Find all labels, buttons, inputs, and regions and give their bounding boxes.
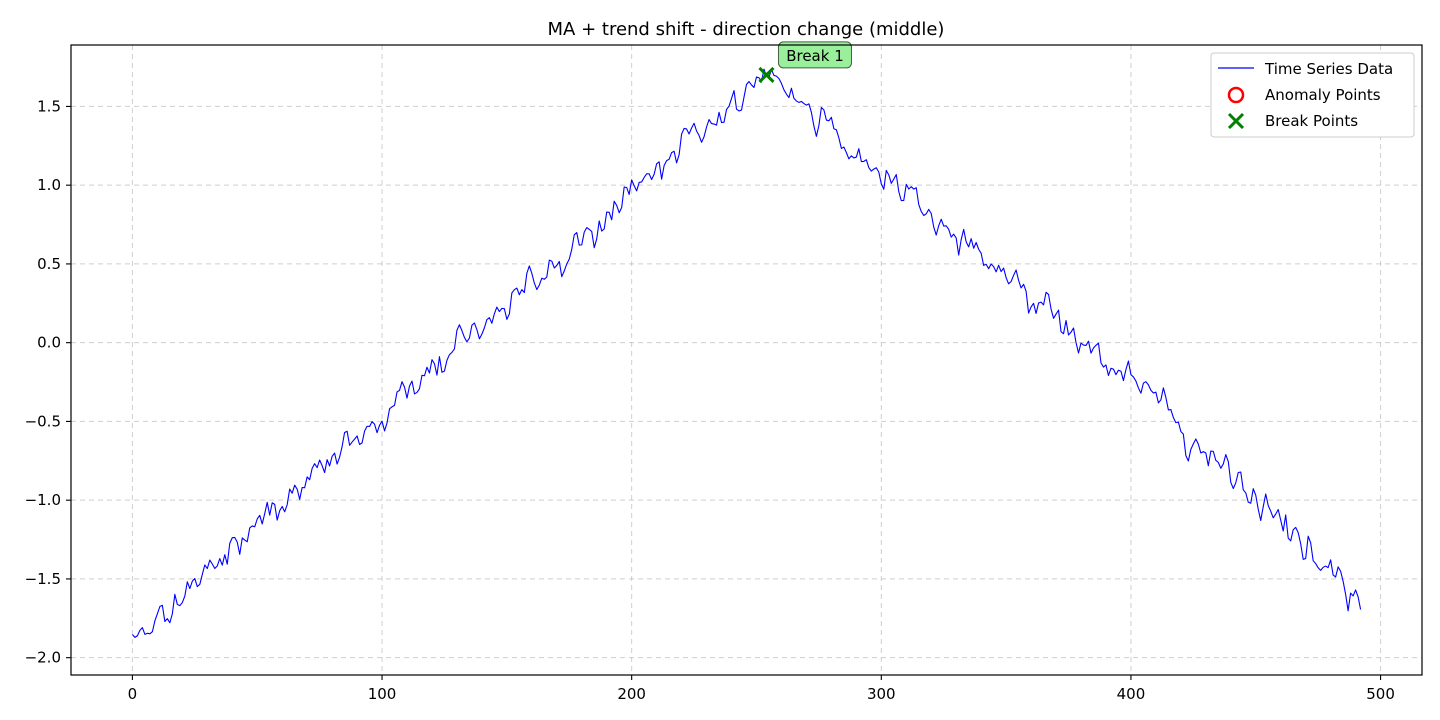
chart-title: MA + trend shift - direction change (mid… [548,19,945,40]
break-annotation-box [777,41,852,69]
legend-frame [1210,52,1415,138]
x-tick-label: 500 [1366,685,1395,703]
x-axis: 0 100 200 300 400 500 [128,675,1395,703]
legend-label-anomaly: Anomaly Points [1265,86,1381,104]
legend-label-break: Break Points [1265,112,1358,130]
x-tick-label: 200 [617,685,646,703]
legend: Time Series Data Anomaly Points Break Po… [1210,52,1415,138]
y-axis: −2.0 −1.5 −1.0 −0.5 0.0 0.5 1.0 1.5 [25,97,71,667]
x-tick-label: 0 [128,685,138,703]
break-points-layer: Break 1 [758,41,852,83]
y-tick-label: −0.5 [25,412,61,430]
anomaly-marker-icon [1227,86,1245,104]
series-layer [131,68,1362,638]
y-tick-label: −1.5 [25,570,61,588]
y-tick-label: 0.5 [37,255,61,273]
break-point-marker [758,66,775,83]
y-tick-label: 1.0 [37,176,61,194]
x-tick-label: 100 [368,685,397,703]
plot-area [70,44,1423,676]
y-tick-label: 0.0 [37,334,61,352]
legend-label-series: Time Series Data [1264,60,1393,78]
x-tick-label: 300 [867,685,896,703]
y-tick-label: −2.0 [25,649,61,667]
y-tick-label: 1.5 [37,97,61,115]
y-tick-label: −1.0 [25,491,61,509]
grid [71,45,1422,675]
x-tick-label: 400 [1117,685,1146,703]
series-line [131,68,1362,638]
break-marker-icon [1227,112,1245,130]
break-annotation-label: Break 1 [786,47,844,65]
